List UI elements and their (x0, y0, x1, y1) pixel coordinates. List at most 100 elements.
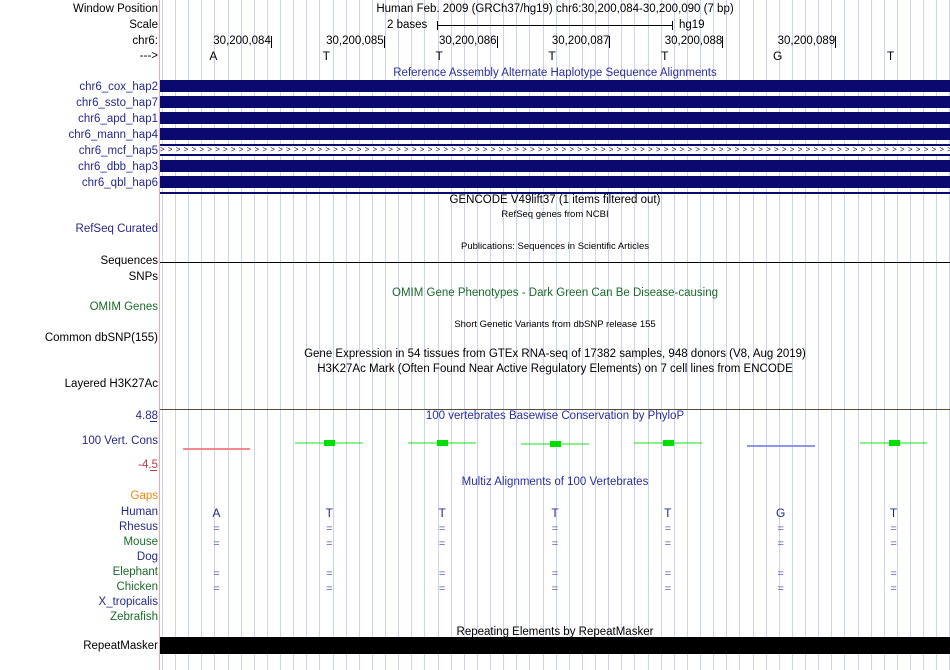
repeatmasker-bar[interactable] (160, 637, 950, 654)
haplotype-bar[interactable] (160, 160, 950, 172)
multiz-species-label[interactable]: Zebrafish (110, 611, 158, 623)
multiz-track-title[interactable]: Multiz Alignments of 100 Vertebrates (461, 476, 649, 488)
gridline (451, 0, 452, 670)
haplotype-row-label[interactable]: chr6_dbb_hap3 (78, 161, 158, 173)
haplotype-row-label[interactable]: chr6_mann_hap4 (68, 129, 158, 141)
gridline (464, 0, 465, 670)
snps-label[interactable]: SNPs (128, 271, 158, 283)
haplotype-bar[interactable] (160, 128, 950, 140)
gencode-track-title[interactable]: GENCODE V49lift37 (1 items filtered out) (449, 194, 661, 206)
ruler-tick-label: 30,200,089 (777, 35, 836, 47)
haplotype-row-label[interactable]: chr6_cox_hap2 (79, 81, 158, 93)
ruler-tick-label: 30,200,085 (326, 35, 384, 47)
haplotype-row-label[interactable]: chr6_apd_hap1 (78, 113, 158, 125)
gridline (753, 0, 754, 670)
multiz-match-mark: = (213, 538, 220, 550)
multiz-human-base: T (889, 506, 898, 520)
conservation-axis-min: -4.5 (138, 459, 158, 471)
multiz-match-mark: = (326, 523, 333, 535)
alt-haplotype-track-title[interactable]: Reference Assembly Alternate Haplotype S… (393, 67, 717, 79)
ruler-tick-label: 30,200,088 (664, 35, 723, 47)
ruler-ticks[interactable]: 30,200,084 30,200,085 30,200,086 30,200,087… (160, 35, 950, 49)
gridline (280, 0, 281, 670)
multiz-species-label[interactable]: Dog (136, 551, 158, 563)
gridline (687, 0, 688, 670)
gridline (556, 0, 557, 670)
haplotype-row-label[interactable]: chr6_mcf_hap5 (78, 145, 158, 157)
haplotype-bar[interactable] (160, 176, 950, 188)
haplotype-row-label[interactable]: chr6_ssto_hap7 (76, 97, 158, 109)
refseq-track-title[interactable]: RefSeq genes from NCBI (501, 209, 609, 220)
conservation-data-bar[interactable] (888, 440, 900, 447)
common-dbsnp-label[interactable]: Common dbSNP(155) (44, 332, 158, 344)
axis-min-dash (150, 470, 157, 471)
multiz-match-mark: = (890, 538, 897, 550)
genome-browser-data-panel[interactable] (160, 0, 950, 670)
ruler-base-letter: T (322, 49, 330, 63)
ruler-tick-mark (609, 36, 611, 48)
multiz-species-label[interactable]: X_tropicalis (98, 596, 158, 608)
ruler-tick-mark (835, 36, 837, 48)
refseq-curated-label[interactable]: RefSeq Curated (75, 223, 158, 235)
dbsnp-track-title[interactable]: Short Genetic Variants from dbSNP releas… (454, 319, 656, 330)
multiz-match-mark: = (777, 538, 784, 550)
haplotype-bar[interactable] (160, 96, 950, 108)
omim-track-title[interactable]: OMIM Gene Phenotypes - Dark Green Can Be… (392, 287, 718, 299)
gridline (779, 0, 780, 670)
conservation-extent-line (746, 445, 815, 448)
gridline (726, 0, 727, 670)
gridline (700, 0, 701, 670)
scale-bar-right-cap (672, 21, 673, 30)
ruler-base-letter: T (886, 49, 895, 63)
gridline (936, 0, 937, 670)
omim-genes-label[interactable]: OMIM Genes (89, 301, 158, 313)
h3k27ac-track-title[interactable]: H3K27Ac Mark (Often Found Near Active Re… (317, 363, 793, 375)
sequences-track-line (160, 262, 950, 263)
conservation-plot[interactable] (160, 409, 950, 471)
gridline (319, 0, 320, 670)
gtex-track-title[interactable]: Gene Expression in 54 tissues from GTEx … (304, 348, 806, 360)
conservation-data-bar[interactable] (662, 439, 674, 446)
position-text: Human Feb. 2009 (GRCh37/hg19) chr6:30,20… (376, 3, 734, 15)
gaps-label[interactable]: Gaps (130, 490, 159, 502)
multiz-species-label[interactable]: Mouse (123, 536, 158, 548)
sequences-label[interactable]: Sequences (100, 255, 158, 267)
multiz-match-mark: = (213, 583, 220, 595)
conservation-data-bar[interactable] (324, 440, 336, 447)
layered-h3k27ac-label[interactable]: Layered H3K27Ac (64, 378, 158, 390)
multiz-match-mark: = (438, 538, 446, 550)
haplotype-arrow-row[interactable]: >>>>>>>>>>>>>>>>>>>>>>>>>>>>>>>>>>>>>>>>… (160, 144, 950, 156)
gridline (884, 0, 885, 670)
multiz-match-mark: = (213, 568, 220, 580)
gridline (661, 0, 662, 670)
multiz-match-mark: = (890, 583, 897, 595)
label-panel-divider (159, 0, 160, 670)
multiz-species-label[interactable]: Chicken (116, 581, 158, 593)
publications-track-title[interactable]: Publications: Sequences in Scientific Ar… (461, 241, 649, 252)
conservation-track-title[interactable]: 100 vertebrates Basewise Conservation by… (425, 410, 685, 422)
gridline (175, 0, 176, 670)
conservation-data-bar[interactable] (550, 440, 561, 447)
repeatmasker-track-title[interactable]: Repeating Elements by RepeatMasker (456, 626, 654, 638)
haplotype-bar[interactable] (160, 112, 950, 124)
ruler-base-letter: T (661, 49, 669, 63)
gridline (844, 0, 845, 670)
gridline (503, 0, 504, 670)
multiz-species-label[interactable]: Human (120, 506, 158, 518)
multiz-species-label[interactable]: Elephant (112, 566, 158, 578)
conservation-label[interactable]: 100 Vert. Cons (81, 435, 158, 447)
strand-label: ---> (139, 50, 158, 62)
gridline (214, 0, 215, 670)
gridline (267, 0, 268, 670)
gridline (608, 0, 609, 670)
haplotype-bar[interactable] (160, 80, 950, 92)
repeatmasker-label[interactable]: RepeatMasker (83, 640, 158, 652)
ruler-tick-mark (270, 36, 272, 48)
multiz-species-label[interactable]: Rhesus (119, 521, 158, 533)
conservation-data-bar[interactable] (437, 440, 449, 447)
chrom-label: chr6: (132, 35, 158, 47)
window-position-label: Window Position (72, 3, 158, 15)
multiz-match-mark: = (326, 568, 333, 580)
gridline (201, 0, 202, 670)
haplotype-row-label[interactable]: chr6_qbl_hap6 (81, 177, 158, 189)
